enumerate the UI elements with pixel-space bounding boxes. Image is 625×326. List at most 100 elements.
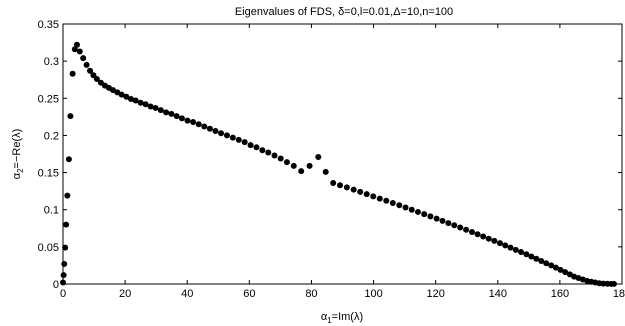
data-point [157, 107, 164, 114]
data-point [118, 91, 125, 98]
data-point [229, 134, 236, 141]
data-point [184, 117, 191, 124]
x-tick-label: 80 [305, 288, 317, 300]
data-point [271, 152, 278, 159]
x-tick-label: 140 [489, 288, 507, 300]
data-point [147, 103, 154, 110]
x-tick-label: 60 [243, 288, 255, 300]
y-tick-label: 0.25 [38, 93, 59, 105]
data-point [548, 262, 555, 269]
data-point [451, 222, 458, 229]
y-axis-label: α2=−Re(λ) [11, 129, 25, 180]
data-point [457, 224, 464, 231]
data-point [502, 242, 509, 249]
data-point [235, 136, 242, 143]
data-point [445, 220, 452, 227]
data-point [83, 61, 90, 68]
data-point [93, 75, 100, 82]
x-tick-label: 40 [181, 288, 193, 300]
x-axis-ticks: 0 20 40 60 80 100 120 140 160 180 [60, 24, 625, 300]
x-tick-label: 160 [551, 288, 569, 300]
data-point [469, 229, 475, 235]
data-point [67, 113, 74, 120]
data-point [343, 184, 350, 191]
y-tick-label: 0.2 [44, 130, 59, 142]
data-point [65, 156, 72, 163]
data-point [463, 226, 470, 233]
data-point [389, 200, 396, 207]
data-point [132, 97, 139, 104]
data-point [173, 113, 180, 120]
data-point [152, 104, 159, 111]
data-point [533, 255, 540, 262]
data-point [610, 280, 617, 287]
data-points [60, 41, 617, 287]
y-tick-label: 0.05 [38, 242, 59, 254]
data-point [552, 264, 559, 271]
data-point [439, 217, 446, 224]
y-tick-label: 0.15 [38, 168, 59, 180]
data-point [259, 147, 266, 154]
data-point [523, 251, 530, 258]
data-point [528, 253, 535, 260]
data-point [290, 162, 297, 169]
data-point [427, 213, 434, 220]
data-point [190, 119, 197, 126]
data-point [298, 168, 305, 175]
y-axis-ticks: 0 0.05 0.1 0.15 0.2 0.25 0.3 0.35 [38, 19, 622, 291]
x-axis-label-rest: =Im(λ) [332, 311, 363, 323]
x-tick-label: 180 [613, 288, 625, 300]
y-axis-label-rest: =−Re(λ) [11, 129, 23, 169]
data-point [491, 237, 498, 244]
data-point [474, 231, 481, 238]
data-point [433, 215, 440, 222]
data-point [562, 269, 569, 276]
y-axis-label-base: α [11, 172, 23, 179]
data-point [306, 162, 313, 169]
data-point [128, 96, 135, 103]
x-tick-label: 100 [364, 288, 382, 300]
data-point [480, 233, 487, 240]
x-axis-label-base: α [321, 311, 328, 323]
data-point [363, 191, 370, 198]
data-point [507, 244, 514, 251]
data-point [322, 168, 329, 175]
data-point [408, 206, 415, 213]
data-point [253, 144, 260, 151]
data-point [142, 101, 149, 108]
data-point [87, 67, 94, 74]
data-point [80, 55, 87, 62]
data-point [496, 240, 503, 247]
x-axis-label: α1=Im(λ) [321, 311, 363, 325]
data-point [518, 249, 525, 256]
data-point [396, 202, 403, 209]
data-point [330, 179, 337, 186]
data-point [337, 182, 344, 189]
data-point [350, 186, 357, 193]
data-point [357, 188, 364, 195]
y-tick-label: 0.35 [38, 19, 59, 31]
chart-title: Eigenvalues of FDS, δ=0,l=0.01,Δ=10,n=10… [235, 6, 453, 18]
data-point [485, 235, 492, 242]
data-point [315, 153, 322, 160]
data-point [64, 192, 71, 199]
data-point [206, 125, 213, 132]
data-point [557, 266, 564, 273]
data-point [123, 93, 130, 100]
x-tick-label: 20 [119, 288, 131, 300]
data-point [383, 197, 390, 204]
data-point [218, 130, 225, 137]
data-point [63, 221, 70, 228]
data-point [137, 99, 144, 106]
data-point [62, 244, 69, 251]
data-point [73, 41, 80, 48]
data-point [76, 48, 83, 55]
data-point [277, 155, 284, 162]
y-tick-label: 0.3 [44, 56, 59, 68]
data-point [61, 260, 68, 267]
data-point [60, 272, 67, 279]
data-point [212, 127, 219, 134]
data-point [370, 193, 377, 200]
data-point [543, 260, 550, 267]
data-point [512, 246, 519, 253]
